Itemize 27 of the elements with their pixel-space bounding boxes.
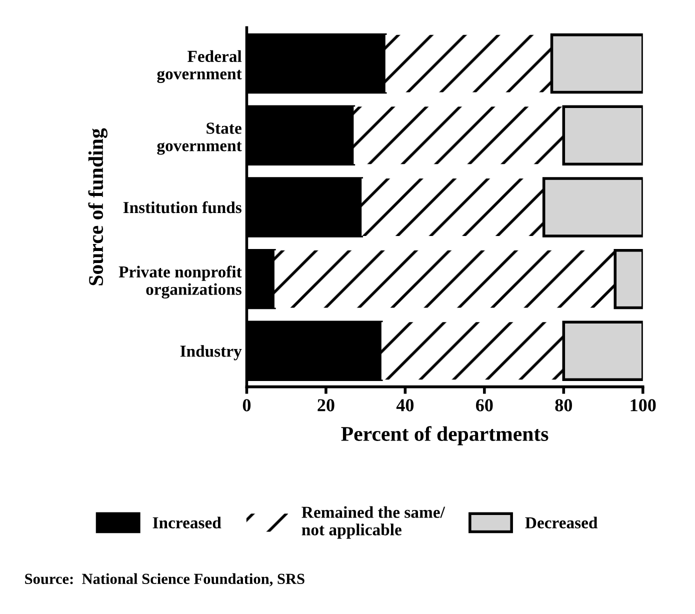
x-tick-label: 0 <box>242 399 251 412</box>
bar <box>562 320 643 382</box>
bar <box>274 250 616 308</box>
y-tick-label: Private nonprofit organizations <box>118 266 242 298</box>
y-tick-label: Industry <box>180 345 242 360</box>
legend-label: Remained the same/ not applicable <box>302 506 446 539</box>
y-tick-label: Federal government <box>157 50 242 83</box>
x-tick-label: 60 <box>476 399 493 412</box>
bar <box>542 177 643 238</box>
y-tick-label: State government <box>157 122 242 155</box>
x-tick-label: 80 <box>555 399 572 412</box>
bar <box>550 33 643 94</box>
x-tick-label: 20 <box>318 399 334 412</box>
bar <box>562 105 643 166</box>
x-tick-label: 40 <box>396 399 414 412</box>
bar <box>381 322 564 380</box>
y-axis-title: Source of funding <box>88 128 108 286</box>
bar <box>385 34 552 92</box>
legend-label: Increased <box>152 516 222 528</box>
bar <box>614 248 643 310</box>
legend-label: Decreased <box>525 516 598 528</box>
bar <box>354 106 564 164</box>
x-tick-label: 100 <box>630 399 656 412</box>
source-note: Source: National Science Foundation, SRS <box>25 573 304 586</box>
y-tick-label: Institution funds <box>123 201 242 214</box>
bar <box>362 178 544 236</box>
x-axis-title: Percent of departments <box>341 426 548 446</box>
